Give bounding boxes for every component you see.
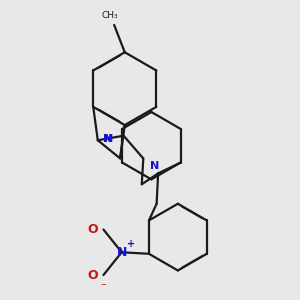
Text: N: N — [103, 134, 112, 144]
Text: ⁻: ⁻ — [100, 283, 106, 292]
Text: N: N — [104, 134, 113, 144]
Text: O: O — [87, 223, 98, 236]
Text: N: N — [151, 161, 160, 171]
Text: O: O — [87, 268, 98, 281]
Text: +: + — [127, 239, 135, 249]
Text: CH₃: CH₃ — [101, 11, 118, 20]
Text: N: N — [116, 246, 127, 259]
